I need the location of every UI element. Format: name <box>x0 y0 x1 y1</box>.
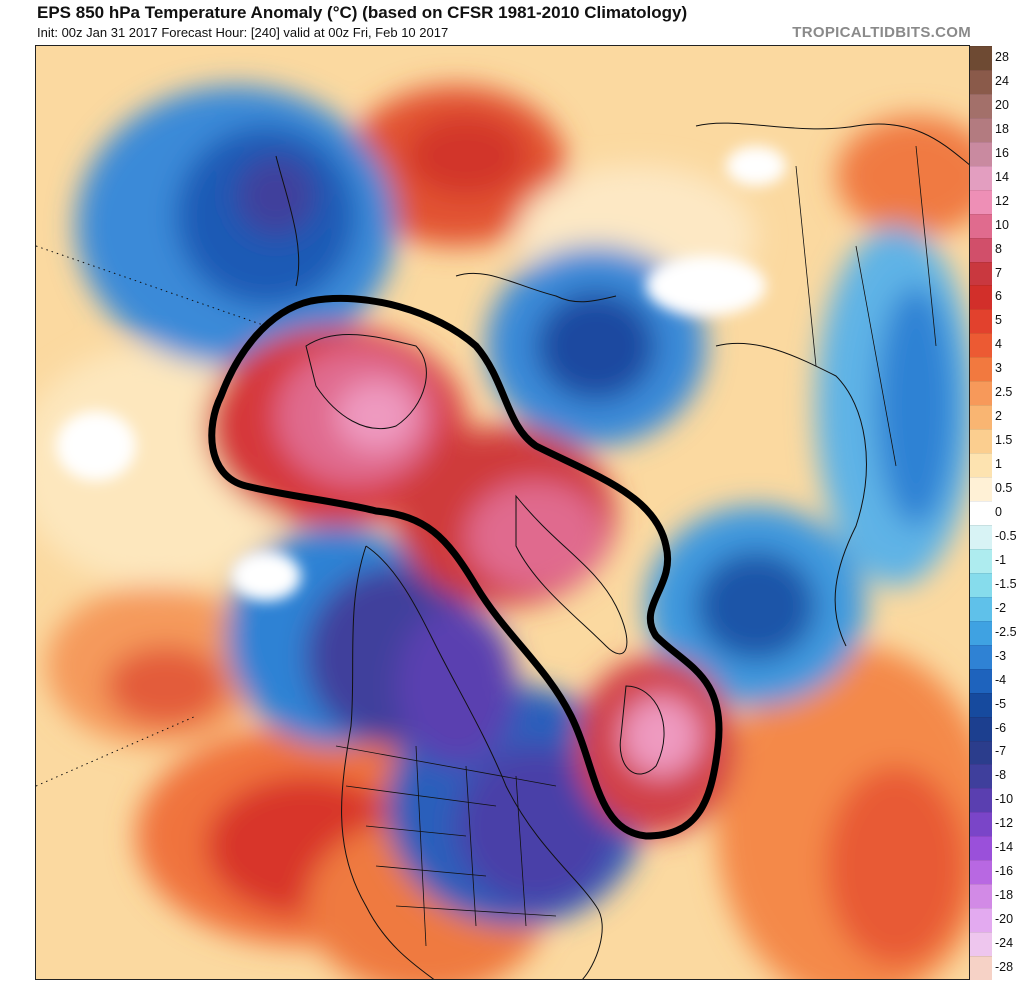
colorbar-label: -24 <box>995 936 1014 951</box>
colorbar-label: 0 <box>995 505 1002 519</box>
colorbar-swatch <box>970 213 992 239</box>
colorbar-label: -6 <box>995 720 1007 735</box>
colorbar-label: 10 <box>995 217 1009 232</box>
map-subtitle: Init: 00z Jan 31 2017 Forecast Hour: [24… <box>37 25 449 40</box>
colorbar-swatch <box>970 429 992 454</box>
colorbar-label: -8 <box>995 768 1007 783</box>
colorbar <box>970 46 992 981</box>
colorbar-swatch <box>970 117 992 143</box>
colorbar-swatch <box>970 740 992 765</box>
colorbar-label: 2 <box>995 409 1002 424</box>
colorbar-swatch <box>970 812 992 837</box>
colorbar-label: 2.5 <box>995 385 1013 400</box>
colorbar-label: 4 <box>995 337 1002 352</box>
colorbar-swatch <box>970 189 992 215</box>
colorbar-label: -2.5 <box>995 624 1017 639</box>
colorbar-swatch <box>970 405 992 430</box>
colorbar-swatch <box>970 93 992 119</box>
colorbar-swatch <box>970 333 992 358</box>
colorbar-label: 7 <box>995 265 1002 280</box>
colorbar-label: 12 <box>995 193 1009 208</box>
colorbar-label: -2 <box>995 600 1007 615</box>
borders <box>335 145 937 947</box>
colorbar-swatch <box>970 453 992 478</box>
colorbar-label: 1 <box>995 457 1002 472</box>
colorbar-swatch <box>970 69 992 95</box>
colorbar-label: -10 <box>995 792 1014 807</box>
colorbar-swatch <box>970 908 992 933</box>
colorbar-swatch <box>970 572 992 598</box>
colorbar-label: 24 <box>995 73 1009 88</box>
colorbar-label: -4 <box>995 672 1007 687</box>
colorbar-swatch <box>970 692 992 718</box>
colorbar-swatch <box>970 357 992 382</box>
dotted-boundaries <box>36 245 267 787</box>
colorbar-label: 14 <box>995 169 1009 184</box>
colorbar-swatch <box>970 309 992 334</box>
colorbar-swatch <box>970 477 992 502</box>
brand-watermark: TROPICALTIDBITS.COM <box>792 24 971 41</box>
colorbar-swatch <box>970 620 992 646</box>
colorbar-label: 8 <box>995 241 1002 256</box>
colorbar-label: 18 <box>995 121 1009 136</box>
colorbar-swatch <box>970 501 992 526</box>
colorbar-swatch <box>970 381 992 406</box>
colorbar-label: -20 <box>995 912 1014 927</box>
colorbar-swatch <box>970 46 992 71</box>
colorbar-swatch <box>970 285 992 310</box>
colorbar-label: -5 <box>995 696 1007 711</box>
colorbar-swatch <box>970 884 992 909</box>
neutral-patches <box>56 146 786 601</box>
colorbar-swatch <box>970 596 992 622</box>
coastlines <box>275 122 969 979</box>
colorbar-label: -12 <box>995 816 1014 831</box>
map-title: EPS 850 hPa Temperature Anomaly (°C) (ba… <box>37 3 688 22</box>
colorbar-swatch <box>970 165 992 191</box>
colorbar-label: 0.5 <box>995 481 1013 496</box>
colorbar-swatch <box>970 237 992 263</box>
colorbar-swatch <box>970 860 992 885</box>
colorbar-swatch <box>970 836 992 861</box>
colorbar-swatch <box>970 668 992 694</box>
colorbar-label: 1.5 <box>995 433 1013 448</box>
colorbar-label: -28 <box>995 960 1014 975</box>
colorbar-label: -0.5 <box>995 528 1017 543</box>
temperature-anomaly-map <box>35 45 970 980</box>
colorbar-label: 6 <box>995 289 1002 304</box>
colorbar-swatch <box>970 644 992 670</box>
colorbar-swatch <box>970 788 992 813</box>
colorbar-swatch <box>970 932 992 957</box>
colorbar-label: 3 <box>995 361 1002 376</box>
colorbar-label: 28 <box>995 49 1009 64</box>
colorbar-label: -1 <box>995 552 1007 567</box>
colorbar-label: 5 <box>995 313 1002 328</box>
colorbar-label: -1.5 <box>995 576 1017 591</box>
colorbar-label: -3 <box>995 648 1007 663</box>
colorbar-label: -16 <box>995 864 1014 879</box>
colorbar-label: -14 <box>995 840 1014 855</box>
colorbar-swatch <box>970 548 992 574</box>
colorbar-swatch <box>970 524 992 550</box>
colorbar-swatch <box>970 716 992 741</box>
colorbar-label: -18 <box>995 888 1014 903</box>
colorbar-label: -7 <box>995 744 1007 759</box>
colorbar-swatch <box>970 764 992 789</box>
colorbar-swatch <box>970 261 992 286</box>
colorbar-label: 16 <box>995 145 1009 160</box>
colorbar-label: 20 <box>995 97 1009 112</box>
colorbar-swatch <box>970 141 992 167</box>
colorbar-swatch <box>970 956 992 981</box>
warm-anomaly-outline <box>208 295 723 840</box>
